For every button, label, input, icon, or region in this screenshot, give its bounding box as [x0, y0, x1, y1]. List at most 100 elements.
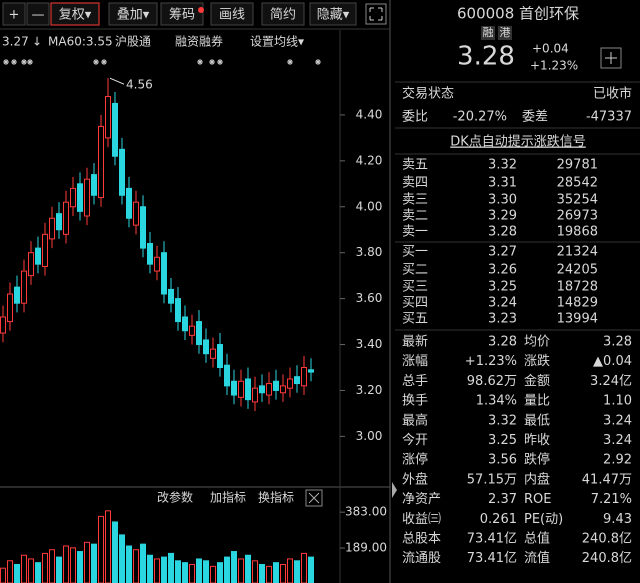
candle-body	[63, 201, 69, 235]
toolbar-label[interactable]: 复权▾	[59, 7, 92, 23]
stat-label: 外盘	[402, 471, 428, 487]
volume-bar	[189, 564, 195, 583]
volume-bar	[161, 556, 167, 583]
candle-body	[301, 366, 307, 387]
book-price: 3.29	[488, 209, 517, 224]
stat-value: 3.25	[488, 433, 517, 448]
book-price: 3.26	[488, 263, 517, 278]
stat-label: 最低	[524, 413, 550, 428]
candle-body	[133, 201, 139, 226]
book-price: 3.25	[488, 280, 517, 295]
event-marker	[101, 59, 107, 65]
candle-body	[161, 252, 167, 295]
book-label: 卖二	[402, 209, 428, 224]
stat-value: 7.21%	[591, 492, 632, 507]
toolbar-label[interactable]: 简约	[270, 7, 296, 23]
toolbar-label[interactable]: 叠加▾	[117, 8, 150, 23]
event-marker	[27, 59, 33, 65]
book-volume: 26973	[557, 209, 598, 224]
stat-label: 跌停	[524, 452, 550, 468]
change-pct: +1.23%	[530, 59, 578, 73]
stat-value: 98.62万	[467, 374, 517, 389]
candle-body	[196, 321, 202, 346]
signal-link[interactable]: DK点自动提示涨跌信号	[450, 134, 586, 150]
book-volume: 29781	[557, 158, 598, 173]
candle-body	[154, 256, 160, 272]
stat-label: 内盘	[524, 471, 550, 487]
stat-label: 涨停	[402, 452, 428, 468]
candle-body	[217, 344, 223, 368]
stat-value: +1.23%	[465, 354, 517, 369]
volume-bar	[14, 564, 20, 583]
volume-bar	[245, 554, 251, 583]
collapse-arrow[interactable]	[392, 482, 397, 498]
stat-value: 1.34%	[476, 394, 517, 409]
candle-body	[210, 348, 216, 359]
toolbar-button[interactable]	[50, 2, 100, 26]
stat-value: 1.10	[603, 394, 632, 409]
stat-label: 总股本	[402, 532, 441, 547]
toolbar-button[interactable]	[160, 2, 204, 26]
candle-body	[252, 387, 258, 403]
stat-value: 9.43	[603, 512, 632, 527]
stat-label: 总值	[524, 531, 550, 547]
volume-bar	[224, 556, 230, 583]
candle-body	[175, 298, 181, 323]
toolbar-button[interactable]	[108, 2, 158, 26]
stat-label: 流通股	[402, 551, 441, 566]
volume-bar	[21, 554, 27, 583]
info-item[interactable]: 沪股通	[115, 35, 151, 49]
y-tick-label: 3.60	[356, 291, 383, 305]
stat-label: 净资产	[402, 492, 441, 507]
peak-pointer	[109, 77, 125, 85]
volume-bar	[294, 560, 300, 583]
info-item[interactable]: 融资融券	[175, 34, 223, 49]
toolbar-button[interactable]	[210, 2, 254, 26]
indicator-tool[interactable]: 加指标	[210, 490, 246, 505]
volume-bar	[42, 552, 48, 583]
add-button[interactable]	[600, 47, 622, 69]
toolbar-label[interactable]: —	[32, 8, 45, 23]
volume-bar	[98, 515, 104, 583]
toolbar-label[interactable]: +	[9, 8, 20, 23]
volume-bar	[28, 558, 34, 583]
quote-lines	[395, 81, 640, 331]
candle-body	[168, 288, 174, 304]
stat-value: 41.47万	[582, 472, 632, 487]
toolbar-label[interactable]: 画线	[219, 8, 245, 23]
toolbar-button[interactable]	[26, 2, 50, 26]
volume-bar	[266, 565, 272, 583]
volume-bar	[273, 562, 279, 583]
volume-bar	[182, 562, 188, 583]
volume-bar	[308, 556, 314, 583]
stat-value: 3.32	[488, 413, 517, 428]
weicha-label: 委差	[522, 110, 548, 125]
book-label: 卖一	[402, 225, 428, 240]
toolbar-label[interactable]: 隐藏▾	[317, 8, 350, 23]
event-marker	[209, 59, 215, 65]
stat-label: 最高	[402, 412, 428, 428]
toolbar-button[interactable]	[261, 2, 305, 26]
fullscreen-button[interactable]	[365, 3, 387, 25]
close-indicator[interactable]	[305, 489, 323, 507]
info-item[interactable]: 设置均线▾	[250, 35, 304, 49]
volume-bar	[259, 564, 265, 583]
toolbar-button[interactable]	[309, 2, 357, 26]
volume-bar	[231, 551, 237, 583]
candle-body	[35, 247, 41, 265]
volume-bar	[56, 556, 62, 583]
indicator-tool[interactable]: 换指标	[258, 490, 294, 505]
book-price: 3.31	[488, 176, 517, 191]
volume-bar	[105, 510, 111, 583]
peak-label: 4.56	[126, 78, 153, 92]
tag-box	[481, 26, 495, 40]
stat-label: 涨幅	[402, 354, 428, 369]
stat-label: 最新	[402, 334, 428, 350]
toolbar-button[interactable]	[2, 2, 26, 26]
y-tick-label: 3.20	[356, 383, 383, 397]
volume-bar	[77, 551, 83, 583]
event-marker	[21, 59, 27, 65]
toolbar-label[interactable]: 筹码	[169, 7, 195, 23]
volume-bar	[168, 552, 174, 583]
indicator-tool[interactable]: 改参数	[157, 490, 193, 505]
